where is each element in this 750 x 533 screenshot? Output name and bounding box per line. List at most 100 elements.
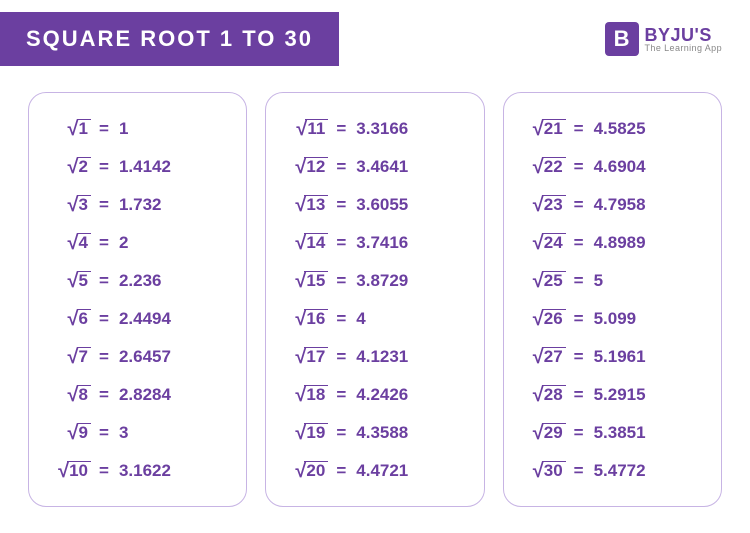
sqrt-value: 4.5825 xyxy=(594,119,646,139)
equals-sign: = xyxy=(336,347,346,367)
surd-icon: √ xyxy=(533,232,544,255)
cards-container: √1=1√2=1.4142√3=1.732√4=2√5=2.236√6=2.44… xyxy=(0,78,750,507)
sqrt-row: √29=5.3851 xyxy=(522,421,703,444)
sqrt-row: √28=5.2915 xyxy=(522,383,703,406)
sqrt-row: √11=3.3166 xyxy=(284,117,465,140)
sqrt-row: √13=3.6055 xyxy=(284,193,465,216)
sqrt-value: 4.4721 xyxy=(356,461,408,481)
radical-icon: √26 xyxy=(522,307,566,330)
sqrt-row: √18=4.2426 xyxy=(284,383,465,406)
equals-sign: = xyxy=(574,347,584,367)
radical-icon: √3 xyxy=(47,193,91,216)
radical-icon: √23 xyxy=(522,193,566,216)
surd-icon: √ xyxy=(295,460,306,483)
sqrt-row: √19=4.3588 xyxy=(284,421,465,444)
surd-icon: √ xyxy=(58,460,69,483)
equals-sign: = xyxy=(99,119,109,139)
radical-icon: √14 xyxy=(284,231,328,254)
surd-icon: √ xyxy=(68,346,79,369)
radicand: 16 xyxy=(304,309,328,328)
radicand: 19 xyxy=(304,423,328,442)
surd-icon: √ xyxy=(533,384,544,407)
surd-icon: √ xyxy=(295,346,306,369)
equals-sign: = xyxy=(336,157,346,177)
radical-icon: √21 xyxy=(522,117,566,140)
radical-icon: √11 xyxy=(284,117,328,140)
sqrt-row: √16=4 xyxy=(284,307,465,330)
header: SQUARE ROOT 1 TO 30 B BYJU'S The Learnin… xyxy=(0,0,750,78)
surd-icon: √ xyxy=(295,308,306,331)
surd-icon: √ xyxy=(296,118,307,141)
sqrt-value: 4.3588 xyxy=(356,423,408,443)
surd-icon: √ xyxy=(295,232,306,255)
card-column: √21=4.5825√22=4.6904√23=4.7958√24=4.8989… xyxy=(503,92,722,507)
radicand: 21 xyxy=(542,119,566,138)
surd-icon: √ xyxy=(533,346,544,369)
sqrt-value: 4.2426 xyxy=(356,385,408,405)
sqrt-value: 1.732 xyxy=(119,195,162,215)
radicand: 13 xyxy=(304,195,328,214)
radicand: 15 xyxy=(304,271,328,290)
sqrt-row: √6=2.4494 xyxy=(47,307,228,330)
card-column: √1=1√2=1.4142√3=1.732√4=2√5=2.236√6=2.44… xyxy=(28,92,247,507)
surd-icon: √ xyxy=(68,232,79,255)
sqrt-row: √4=2 xyxy=(47,231,228,254)
radical-icon: √13 xyxy=(284,193,328,216)
sqrt-value: 2.6457 xyxy=(119,347,171,367)
radical-icon: √1 xyxy=(47,117,91,140)
sqrt-value: 3.1622 xyxy=(119,461,171,481)
radical-icon: √29 xyxy=(522,421,566,444)
radicand: 29 xyxy=(542,423,566,442)
equals-sign: = xyxy=(336,195,346,215)
radical-icon: √24 xyxy=(522,231,566,254)
sqrt-value: 1 xyxy=(119,119,128,139)
sqrt-row: √8=2.8284 xyxy=(47,383,228,406)
sqrt-row: √30 = 5.4772 xyxy=(522,459,703,482)
sqrt-value: 5.4772 xyxy=(594,461,646,481)
equals-sign: = xyxy=(336,119,346,139)
radical-icon: √10 xyxy=(47,459,91,482)
equals-sign: = xyxy=(99,461,109,481)
surd-icon: √ xyxy=(68,156,79,179)
sqrt-value: 3 xyxy=(119,423,128,443)
sqrt-row: √10 = 3.1622 xyxy=(47,459,228,482)
sqrt-row: √21=4.5825 xyxy=(522,117,703,140)
equals-sign: = xyxy=(574,461,584,481)
surd-icon: √ xyxy=(533,422,544,445)
sqrt-value: 2 xyxy=(119,233,128,253)
radical-icon: √5 xyxy=(47,269,91,292)
sqrt-row: √5=2.236 xyxy=(47,269,228,292)
equals-sign: = xyxy=(574,309,584,329)
logo-text: BYJU'S The Learning App xyxy=(645,26,722,53)
radical-icon: √15 xyxy=(284,269,328,292)
radicand: 23 xyxy=(542,195,566,214)
sqrt-row: √12=3.4641 xyxy=(284,155,465,178)
sqrt-value: 5.2915 xyxy=(594,385,646,405)
equals-sign: = xyxy=(99,195,109,215)
surd-icon: √ xyxy=(295,270,306,293)
sqrt-value: 3.8729 xyxy=(356,271,408,291)
sqrt-row: √25=5 xyxy=(522,269,703,292)
radicand: 10 xyxy=(67,461,91,480)
equals-sign: = xyxy=(99,309,109,329)
radical-icon: √19 xyxy=(284,421,328,444)
page-title: SQUARE ROOT 1 TO 30 xyxy=(0,12,339,66)
radical-icon: √30 xyxy=(522,459,566,482)
radical-icon: √22 xyxy=(522,155,566,178)
logo-icon: B xyxy=(605,22,639,56)
radical-icon: √2 xyxy=(47,155,91,178)
radicand: 14 xyxy=(304,233,328,252)
sqrt-row: √17=4.1231 xyxy=(284,345,465,368)
equals-sign: = xyxy=(99,423,109,443)
sqrt-value: 4.1231 xyxy=(356,347,408,367)
radicand: 20 xyxy=(304,461,328,480)
radical-icon: √6 xyxy=(47,307,91,330)
surd-icon: √ xyxy=(68,308,79,331)
equals-sign: = xyxy=(99,347,109,367)
equals-sign: = xyxy=(336,309,346,329)
sqrt-row: √23=4.7958 xyxy=(522,193,703,216)
sqrt-value: 3.4641 xyxy=(356,157,408,177)
sqrt-row: √22=4.6904 xyxy=(522,155,703,178)
surd-icon: √ xyxy=(533,118,544,141)
surd-icon: √ xyxy=(295,384,306,407)
